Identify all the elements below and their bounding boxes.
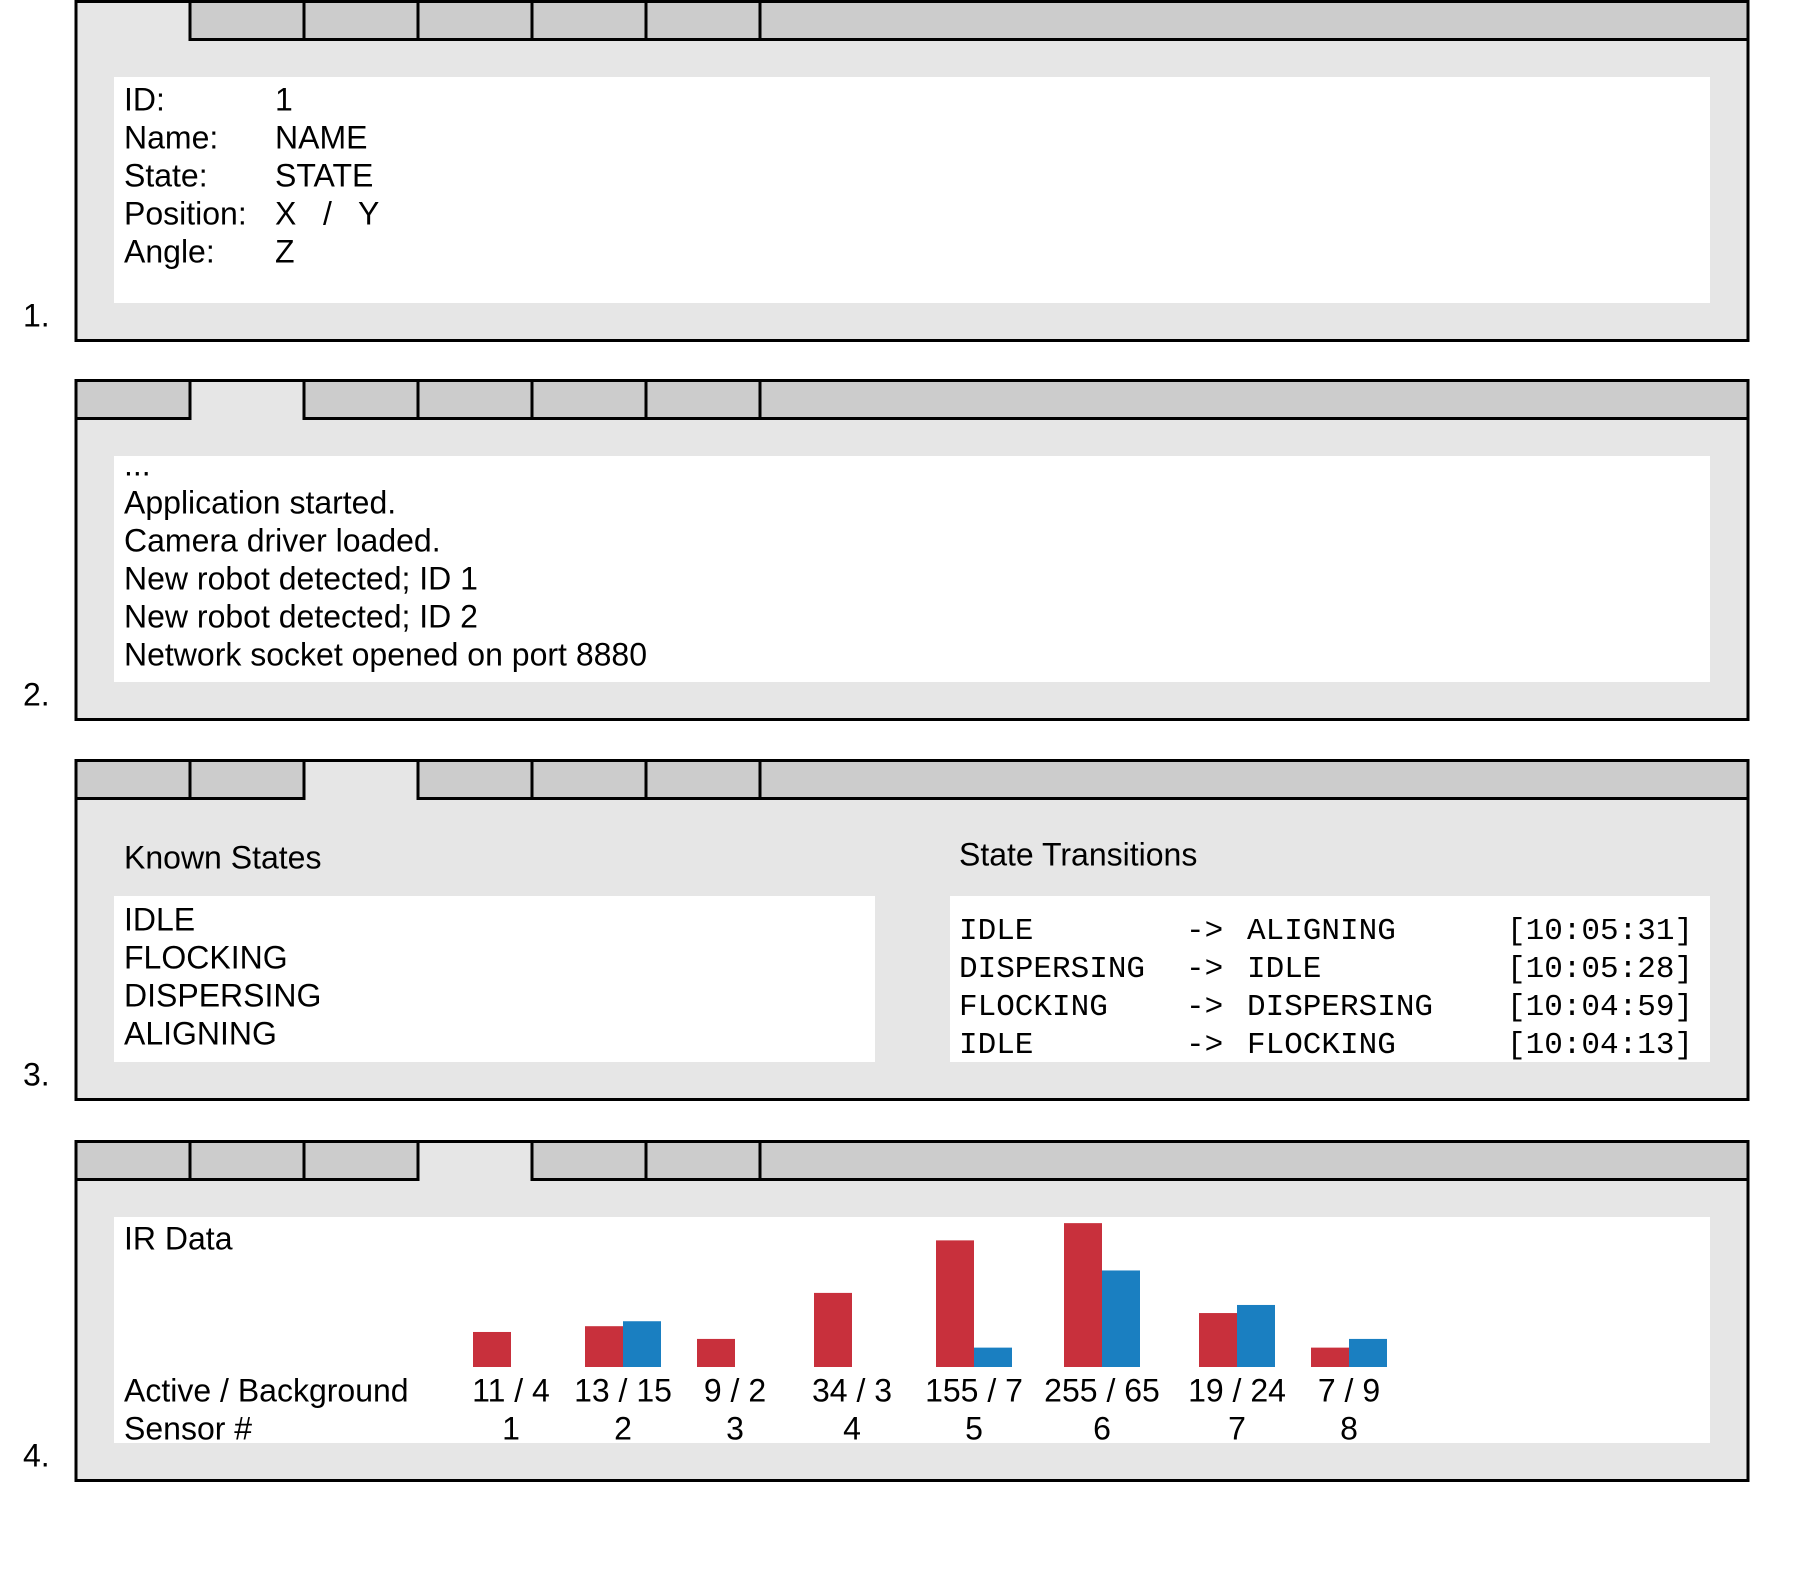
background-bar [1102, 1270, 1140, 1367]
sensor-label: 7 [1228, 1410, 1246, 1446]
sensor-label: 3 [726, 1410, 744, 1446]
sensor-label: 1 [502, 1410, 520, 1446]
active-bar [936, 1240, 974, 1367]
transitions-box [950, 896, 1710, 1062]
log-line: ... [124, 446, 151, 482]
panel-number: 2. [23, 676, 50, 712]
sensor-label: 8 [1340, 1410, 1358, 1446]
transition-cell: FLOCKING [959, 990, 1108, 1025]
sensor-label: 2 [614, 1410, 632, 1446]
tab[interactable] [644, 379, 762, 420]
panel-number: 4. [23, 1437, 50, 1473]
value-label: 7 / 9 [1318, 1372, 1380, 1408]
active-tab[interactable] [77, 3, 189, 42]
transition-cell: FLOCKING [1247, 1028, 1396, 1063]
transition-cell: IDLE [959, 1028, 1033, 1063]
background-bar [974, 1347, 1012, 1367]
panel-content: Known StatesIDLEFLOCKINGDISPERSINGALIGNI… [114, 836, 1710, 1063]
active-tab[interactable] [419, 1143, 531, 1182]
panel-number: 3. [23, 1056, 50, 1092]
transition-cell: ALIGNING [1247, 914, 1396, 949]
panel-content: ID: 1 Name: NAME State: STATE Position: X / Y An… [114, 77, 1710, 303]
transition-cell: DISPERSING [959, 952, 1145, 987]
sensor-label: 5 [965, 1410, 983, 1446]
transition-cell: -> [1186, 914, 1223, 949]
detail-value: NAME [275, 119, 367, 155]
transition-cell: [10:05:31] [1507, 914, 1693, 949]
detail-value: X / Y [275, 195, 379, 231]
active-bar [1199, 1313, 1237, 1367]
sensor-label: 4 [843, 1410, 861, 1446]
value-label: 255 / 65 [1044, 1372, 1160, 1408]
details-box [114, 77, 1710, 303]
known-state: IDLE [124, 901, 195, 937]
active-bar [697, 1338, 735, 1367]
sensor-label: 6 [1093, 1410, 1111, 1446]
transition-cell: IDLE [959, 914, 1033, 949]
panel-content: ...Application started.Camera driver loa… [114, 446, 1710, 682]
log-box [114, 456, 1710, 682]
transition-cell: [10:04:59] [1507, 990, 1693, 1025]
detail-value: 1 [275, 81, 293, 117]
tab-bar [74, 0, 1750, 41]
log-line: New robot detected; ID 2 [124, 598, 478, 634]
row-label: Active / Background [124, 1372, 409, 1408]
transition-cell: [10:04:13] [1507, 1028, 1693, 1063]
tab[interactable] [74, 379, 192, 420]
value-label: 34 / 3 [812, 1372, 892, 1408]
log-line: Network socket opened on port 8880 [124, 636, 647, 672]
transition-cell: -> [1186, 952, 1223, 987]
background-bar [1349, 1338, 1387, 1367]
transition-cell: -> [1186, 1028, 1223, 1063]
row-label: Sensor # [124, 1410, 252, 1446]
tab[interactable] [188, 759, 306, 800]
background-bar [1237, 1304, 1275, 1367]
transitions-title: State Transitions [959, 836, 1197, 872]
tab[interactable] [644, 759, 762, 800]
known-state: DISPERSING [124, 977, 321, 1013]
ir-title: IR Data [124, 1220, 233, 1256]
known-state: ALIGNING [124, 1015, 277, 1051]
value-label: 9 / 2 [704, 1372, 766, 1408]
tab[interactable] [644, 0, 762, 41]
active-bar [814, 1292, 852, 1367]
log-line: Application started. [124, 484, 396, 520]
active-tab[interactable] [191, 382, 303, 421]
known-states-title: Known States [124, 839, 321, 875]
log-line: New robot detected; ID 1 [124, 560, 478, 596]
detail-label: State: [124, 157, 208, 193]
transition-cell: IDLE [1247, 952, 1321, 987]
active-tab[interactable] [305, 762, 417, 801]
active-bar [473, 1331, 511, 1367]
value-label: 13 / 15 [574, 1372, 672, 1408]
known-state: FLOCKING [124, 939, 288, 975]
tab-bar [74, 1140, 1750, 1181]
detail-label: ID: [124, 81, 165, 117]
detail-label: Name: [124, 119, 218, 155]
ir-box [114, 1217, 1710, 1443]
transition-cell: [10:05:28] [1507, 952, 1693, 987]
transition-cell: -> [1186, 990, 1223, 1025]
tab-bar [74, 379, 1750, 420]
detail-label: Position: [124, 195, 247, 231]
value-label: 11 / 4 [472, 1372, 550, 1408]
log-line: Camera driver loaded. [124, 522, 441, 558]
value-label: 19 / 24 [1188, 1372, 1286, 1408]
active-bar [585, 1326, 623, 1367]
tab[interactable] [644, 1140, 762, 1181]
value-label: 155 / 7 [925, 1372, 1023, 1408]
active-bar [1311, 1347, 1349, 1367]
tab[interactable] [302, 1140, 420, 1181]
detail-value: STATE [275, 157, 373, 193]
background-bar [623, 1321, 661, 1367]
detail-value: Z [275, 233, 295, 269]
known-states-box [114, 896, 875, 1062]
panel-number: 1. [23, 297, 50, 333]
transition-cell: DISPERSING [1247, 990, 1433, 1025]
active-bar [1064, 1223, 1102, 1367]
detail-label: Angle: [124, 233, 215, 269]
